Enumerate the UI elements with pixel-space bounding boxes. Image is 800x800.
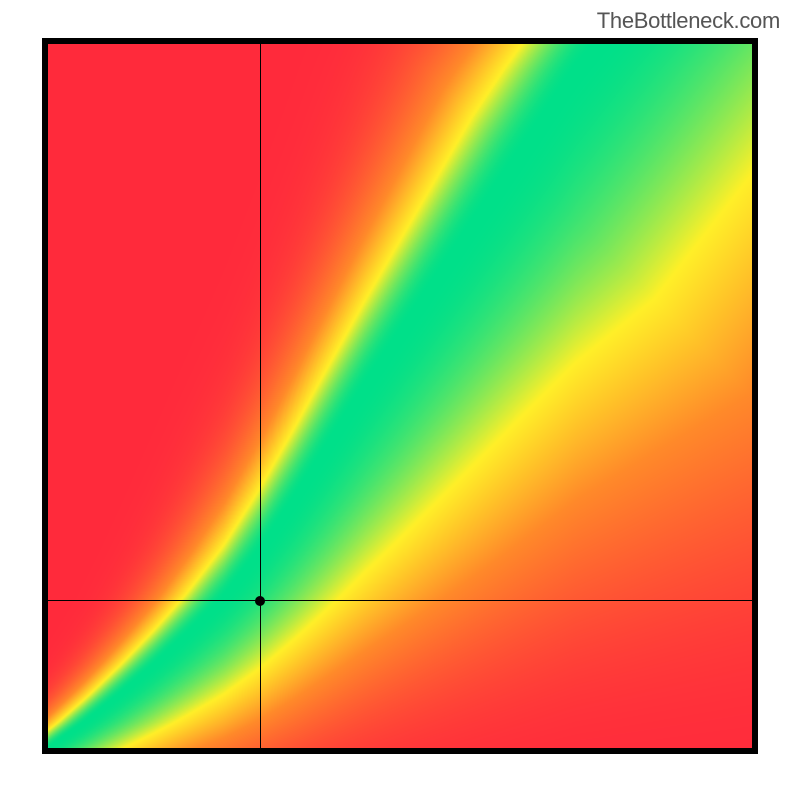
heatmap-plot [48,44,752,748]
heatmap-canvas [48,44,752,748]
attribution-label: TheBottleneck.com [597,8,780,34]
operating-point-marker [255,596,265,606]
crosshair-horizontal [48,600,752,602]
chart-container: TheBottleneck.com [0,0,800,800]
crosshair-vertical [260,44,262,748]
